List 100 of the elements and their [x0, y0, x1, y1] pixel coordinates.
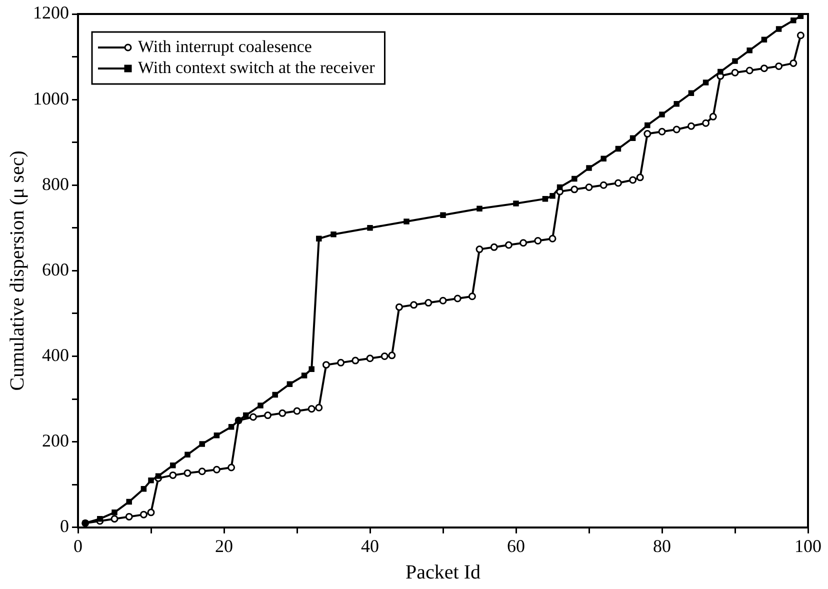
point	[615, 146, 622, 152]
point	[301, 372, 308, 378]
point	[760, 64, 768, 72]
point	[702, 119, 710, 127]
point	[126, 498, 132, 505]
point	[148, 477, 154, 484]
point	[214, 432, 220, 438]
point	[731, 68, 739, 76]
point	[658, 128, 666, 136]
point	[316, 236, 322, 242]
point	[278, 409, 286, 417]
x-tick-label: 40	[361, 536, 379, 556]
point	[630, 135, 636, 141]
point	[228, 424, 234, 430]
point	[155, 473, 162, 479]
y-tick-label: 0	[60, 516, 69, 536]
point	[410, 301, 418, 309]
point	[308, 366, 314, 372]
x-tick-label: 100	[794, 536, 822, 556]
point	[520, 239, 528, 247]
point	[468, 292, 476, 300]
point	[140, 510, 148, 518]
point	[718, 68, 724, 75]
point	[184, 469, 192, 477]
point	[709, 112, 717, 120]
x-tick-label: 20	[215, 536, 233, 556]
y-tick-label: 600	[42, 259, 69, 280]
point	[586, 165, 592, 171]
y-tick-label: 400	[42, 345, 69, 365]
point	[490, 243, 498, 251]
point	[548, 234, 556, 242]
y-tick-label: 1000	[33, 88, 69, 108]
x-axis-title: Packet Id	[406, 561, 480, 584]
point	[315, 404, 323, 412]
point	[367, 225, 373, 231]
point	[404, 218, 410, 224]
point	[380, 352, 388, 360]
legend-label: With context switch at the receiver	[138, 58, 376, 77]
point	[550, 192, 556, 199]
y-tick-label: 200	[42, 430, 69, 451]
point	[688, 90, 694, 96]
point	[702, 80, 709, 86]
point	[476, 206, 482, 212]
legend-label: With interrupt coalesence	[138, 36, 312, 56]
point	[570, 186, 578, 194]
point	[184, 452, 190, 458]
point	[112, 510, 118, 516]
point	[556, 184, 563, 190]
point	[228, 464, 236, 472]
point	[513, 200, 519, 206]
point	[293, 407, 301, 415]
point	[614, 179, 622, 187]
point	[308, 405, 316, 413]
point	[125, 512, 133, 520]
point	[249, 413, 257, 421]
point	[258, 402, 264, 408]
point	[790, 18, 796, 24]
point	[585, 184, 593, 192]
point	[199, 441, 205, 447]
point	[140, 486, 147, 492]
point	[212, 466, 220, 474]
x-tick-label: 0	[74, 536, 82, 556]
point	[169, 471, 177, 479]
point	[322, 361, 330, 369]
point	[796, 32, 804, 40]
point	[600, 181, 608, 189]
point	[440, 212, 446, 218]
point	[790, 59, 798, 67]
point	[636, 174, 644, 182]
point	[644, 130, 652, 138]
point	[687, 122, 695, 130]
point	[746, 66, 754, 74]
point	[395, 303, 403, 311]
point	[476, 246, 484, 254]
x-tick-label: 80	[653, 536, 671, 556]
point	[572, 176, 578, 182]
point	[644, 122, 650, 128]
point	[337, 358, 345, 366]
point	[286, 381, 293, 387]
point	[366, 354, 374, 362]
point	[674, 100, 680, 107]
point	[243, 412, 249, 418]
y-tick-label: 800	[42, 174, 69, 194]
point	[198, 468, 206, 476]
point	[439, 296, 447, 304]
point	[272, 392, 278, 398]
point	[388, 352, 396, 360]
point	[454, 294, 462, 302]
x-tick-label: 60	[507, 536, 525, 556]
point	[659, 112, 665, 118]
point	[600, 156, 606, 162]
point	[424, 299, 432, 307]
point	[746, 47, 752, 54]
point	[330, 231, 336, 238]
y-axis-title: Cumulative dispersion (μ sec)	[6, 150, 28, 391]
point	[147, 508, 155, 516]
point	[534, 237, 542, 244]
point	[170, 462, 176, 468]
point	[542, 196, 548, 202]
point	[352, 356, 360, 364]
